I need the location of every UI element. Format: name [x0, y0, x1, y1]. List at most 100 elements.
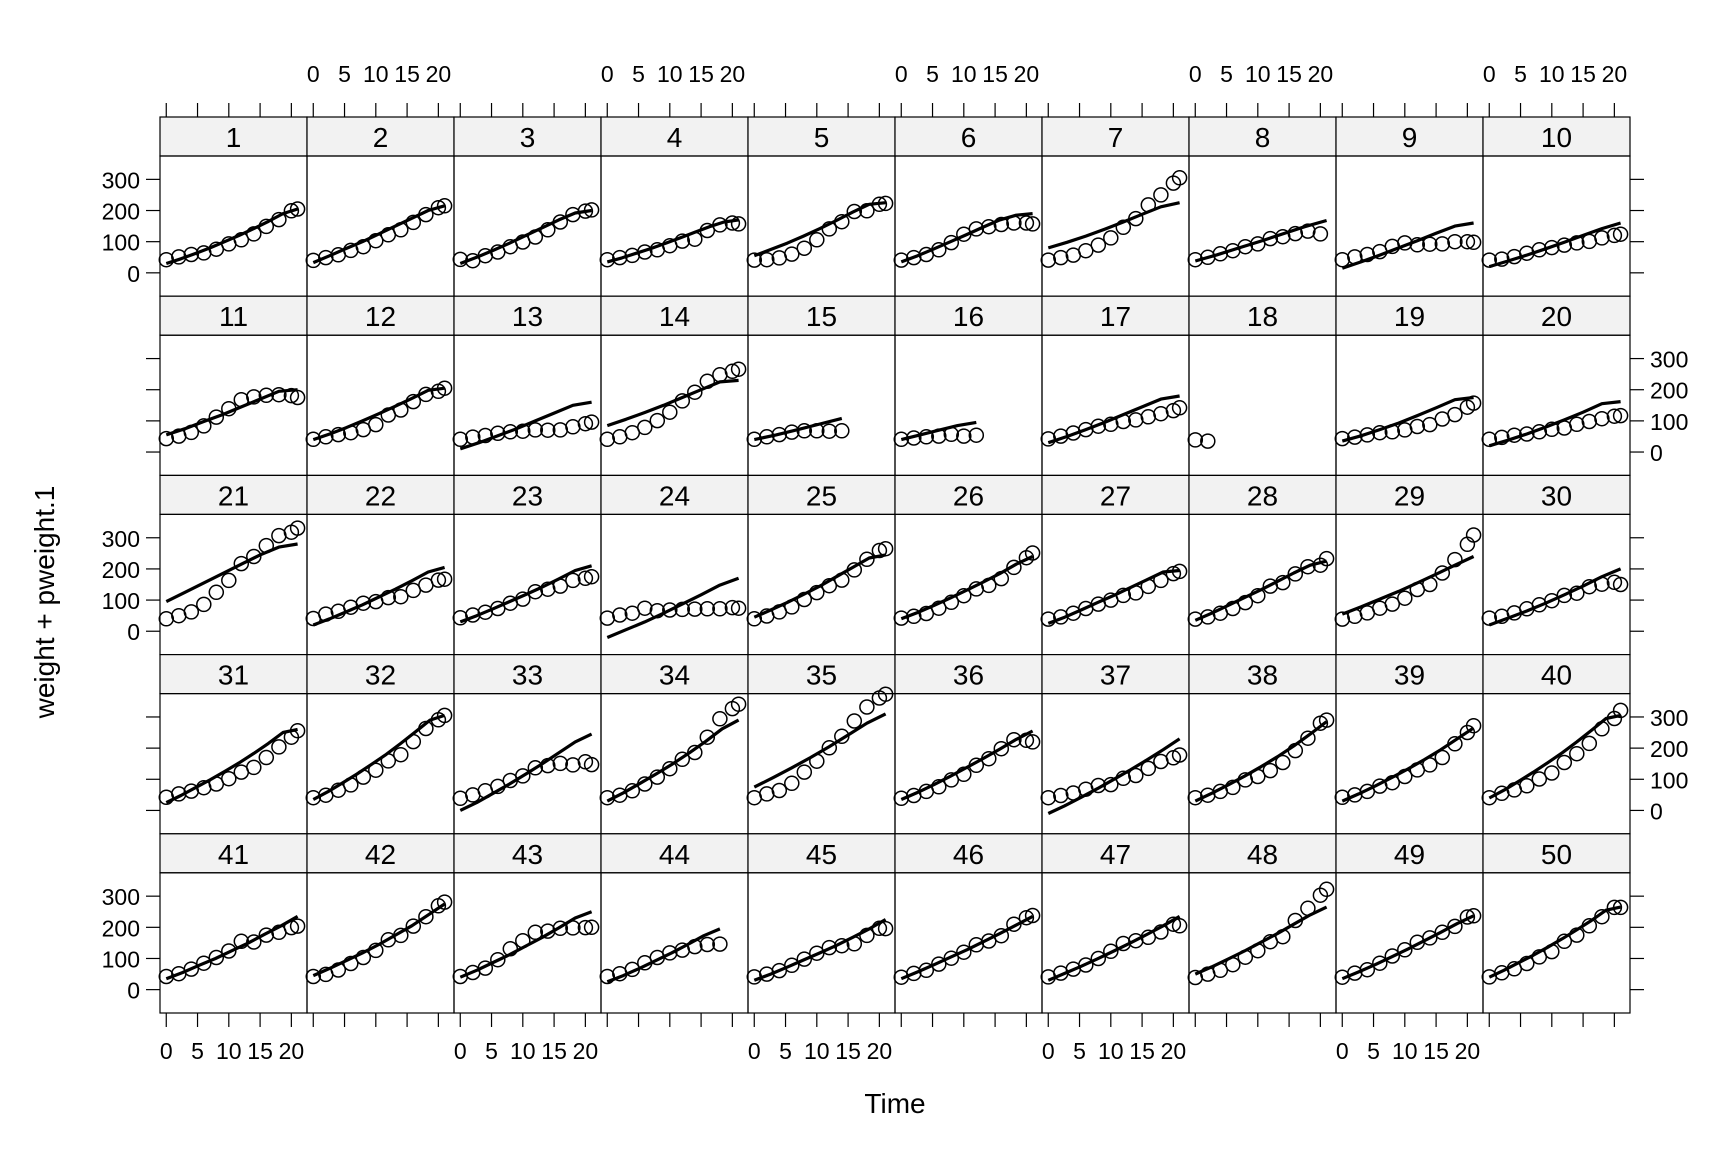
data-point [1434, 924, 1451, 941]
data-point [1465, 717, 1482, 734]
data-point [452, 251, 469, 268]
data-point [859, 699, 875, 715]
data-point [1300, 730, 1316, 746]
fitted-line [1194, 218, 1328, 263]
panel-frame [159, 155, 308, 297]
x-tick-label: 5 [926, 61, 939, 87]
data-point [943, 426, 960, 443]
data-point [1459, 909, 1476, 925]
data-point [637, 776, 653, 792]
data-point [699, 936, 716, 953]
data-point [583, 414, 600, 430]
data-point [527, 422, 544, 438]
panel-frame [1335, 692, 1484, 835]
data-point [418, 206, 434, 223]
data-point [724, 599, 741, 616]
data-point [821, 221, 838, 237]
y-tick-label: 300 [102, 884, 140, 910]
x-tick-label: 15 [1129, 1038, 1155, 1064]
panel-strip [1188, 116, 1337, 157]
data-point [368, 232, 384, 249]
data-point [821, 939, 838, 956]
data-point [208, 584, 225, 601]
panel-label: 20 [1541, 301, 1572, 332]
data-point [624, 783, 641, 799]
panel-label: 43 [512, 839, 543, 870]
data-point [981, 577, 997, 594]
y-axis-title: weight + pweight.1 [29, 486, 60, 720]
data-point [490, 425, 506, 442]
data-point [1006, 559, 1022, 576]
y-tick-label: 300 [102, 167, 140, 193]
data-point [1212, 962, 1229, 979]
data-point [1397, 768, 1413, 785]
data-point [1465, 234, 1482, 251]
data-point [834, 937, 850, 954]
panel-label: 48 [1247, 839, 1278, 870]
fitted-line [1341, 914, 1475, 981]
data-point [1153, 572, 1169, 589]
x-tick-label: 0 [1336, 1038, 1349, 1064]
data-point [1359, 427, 1376, 443]
data-point [1397, 235, 1413, 251]
data-point [1018, 215, 1035, 231]
data-point [674, 233, 691, 249]
y-tick-label: 300 [1650, 705, 1688, 731]
y-tick-label: 0 [1650, 440, 1663, 466]
data-point [1481, 431, 1498, 448]
data-point [1447, 406, 1463, 423]
data-point [1447, 551, 1463, 568]
data-point [465, 429, 481, 445]
data-point [1594, 230, 1610, 246]
data-point [405, 918, 422, 934]
data-point [599, 789, 616, 806]
fitted-line [1341, 726, 1475, 803]
x-tick-label: 20 [1161, 1038, 1187, 1064]
data-point [730, 600, 747, 616]
data-point [784, 424, 800, 440]
data-point [1556, 933, 1573, 950]
data-point [893, 610, 910, 626]
data-point [183, 961, 200, 977]
data-point [258, 537, 275, 554]
fitted-line [459, 732, 593, 812]
fitted-line [1047, 737, 1181, 815]
data-point [993, 740, 1010, 757]
data-point [246, 934, 262, 950]
data-point [1594, 410, 1610, 427]
data-point [1318, 881, 1335, 898]
data-point [649, 602, 666, 619]
data-point [877, 686, 894, 702]
panel-frame [600, 334, 749, 477]
data-point [1334, 430, 1351, 447]
fitted-line [165, 727, 298, 805]
data-point [1237, 949, 1254, 965]
data-point [436, 198, 453, 214]
data-point [1318, 550, 1335, 567]
data-point [1115, 587, 1132, 604]
data-point [233, 933, 250, 950]
data-point [393, 222, 409, 238]
data-point [931, 779, 947, 795]
data-point [393, 746, 409, 763]
data-point [1115, 219, 1132, 236]
panel-frame [1188, 334, 1337, 477]
panel-strip [1041, 653, 1190, 695]
data-point [687, 744, 703, 761]
panel-label: 15 [806, 301, 837, 332]
data-point [1140, 409, 1157, 425]
data-point [931, 600, 947, 616]
data-point [637, 244, 653, 260]
data-point [393, 927, 409, 944]
data-point [305, 968, 322, 985]
panel-strip [1335, 474, 1484, 515]
data-point [258, 749, 275, 766]
fitted-line [459, 564, 593, 624]
x-tick-label: 20 [867, 1038, 893, 1064]
panel-label: 10 [1541, 122, 1572, 153]
data-point [436, 707, 453, 724]
panel-strip [894, 295, 1043, 336]
data-point [1422, 416, 1438, 433]
data-point [931, 956, 947, 972]
